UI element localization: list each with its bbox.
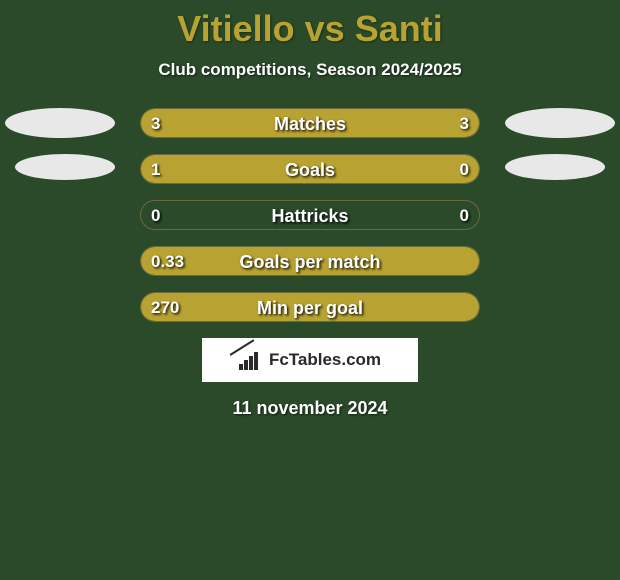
bar-right-fill bbox=[401, 155, 479, 183]
stat-row-min-per-goal: 270 Min per goal bbox=[0, 292, 620, 322]
stat-row-hattricks: 0 Hattricks 0 bbox=[0, 200, 620, 230]
stat-row-matches: 3 Matches 3 bbox=[0, 108, 620, 138]
bar-full-fill bbox=[141, 247, 479, 275]
bar-track: 3 Matches 3 bbox=[140, 108, 480, 138]
bar-chart-icon bbox=[239, 350, 263, 370]
bar-full-fill bbox=[141, 293, 479, 321]
page-title: Vitiello vs Santi bbox=[0, 0, 620, 50]
stat-row-goals-per-match: 0.33 Goals per match bbox=[0, 246, 620, 276]
logo-box: FcTables.com bbox=[202, 338, 418, 382]
stats-content: 3 Matches 3 1 Goals 0 0 Hattricks 0 0.33… bbox=[0, 108, 620, 419]
bar-right-fill bbox=[310, 109, 479, 137]
stat-row-goals: 1 Goals 0 bbox=[0, 154, 620, 184]
bar-track: 0 Hattricks 0 bbox=[140, 200, 480, 230]
logo-text: FcTables.com bbox=[269, 350, 381, 370]
bar-track: 1 Goals 0 bbox=[140, 154, 480, 184]
stat-right-value: 0 bbox=[460, 201, 469, 230]
bar-left-fill bbox=[141, 155, 401, 183]
bar-track: 270 Min per goal bbox=[140, 292, 480, 322]
page-subtitle: Club competitions, Season 2024/2025 bbox=[0, 60, 620, 80]
stat-label: Hattricks bbox=[141, 201, 479, 230]
stat-left-value: 0 bbox=[151, 201, 160, 230]
footer-date: 11 november 2024 bbox=[0, 398, 620, 419]
bar-track: 0.33 Goals per match bbox=[140, 246, 480, 276]
bar-left-fill bbox=[141, 109, 310, 137]
